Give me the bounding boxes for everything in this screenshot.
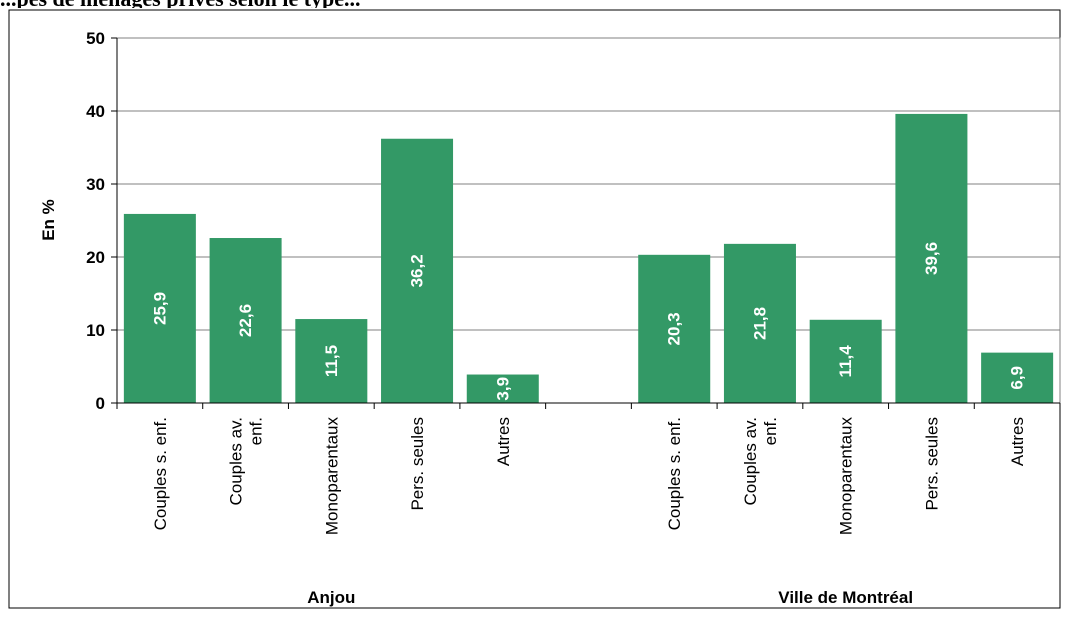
x-tick-label: Monoparentaux: [322, 417, 341, 536]
group-label: Anjou: [307, 588, 355, 607]
x-tick-label: Pers. seules: [922, 417, 941, 511]
bar: [638, 254, 711, 403]
page-title: ...pes de ménages privés selon le type..…: [0, 0, 1065, 8]
bar: [123, 213, 196, 403]
y-tick-label: 10: [86, 321, 105, 340]
bar: [981, 352, 1054, 403]
x-tick-label: Couples av.enf.: [741, 417, 780, 506]
y-tick-label: 20: [86, 248, 105, 267]
data-label: 20,3: [665, 312, 684, 345]
x-tick-label: Autres: [494, 417, 513, 466]
data-labels: 25,9 22,6 11,5 36,2 3,9 20,3 21,8 11,4 39,6 6,9: [150, 242, 1026, 401]
x-tick-label: Couples s. enf.: [151, 417, 170, 530]
data-label: 11,4: [836, 345, 855, 378]
data-label: 3,9: [493, 377, 512, 401]
bar: [209, 238, 282, 403]
bar: [381, 138, 454, 404]
bar: [466, 374, 539, 403]
x-tick-label: Autres: [1008, 417, 1027, 466]
data-label: 22,6: [236, 304, 255, 337]
data-label: 6,9: [1008, 366, 1027, 390]
y-tick-label: 0: [96, 394, 105, 413]
data-label: 11,5: [322, 345, 341, 377]
data-label: 25,9: [150, 292, 169, 325]
y-axis-label: En %: [39, 199, 58, 241]
bar: [295, 319, 368, 403]
y-tick-label: 50: [86, 29, 105, 48]
data-label: 21,8: [750, 307, 769, 340]
bar: [723, 243, 796, 403]
bar: [895, 113, 968, 404]
data-label: 36,2: [408, 254, 427, 287]
bars: [123, 113, 1054, 404]
x-tick-label: Couples s. enf.: [665, 417, 684, 530]
data-label: 39,6: [922, 242, 941, 275]
x-tick-label: Pers. seules: [408, 417, 427, 511]
bar: [809, 319, 882, 403]
axes: 0 10 20 30 40 50 Couples s. enf. Couples av.enf…: [86, 29, 1061, 607]
x-tick-label: Couples av.enf.: [227, 417, 266, 506]
x-tick-label: Monoparentaux: [837, 417, 856, 536]
y-tick-label: 40: [86, 102, 105, 121]
group-label: Ville de Montréal: [778, 588, 913, 607]
y-tick-label: 30: [86, 175, 105, 194]
